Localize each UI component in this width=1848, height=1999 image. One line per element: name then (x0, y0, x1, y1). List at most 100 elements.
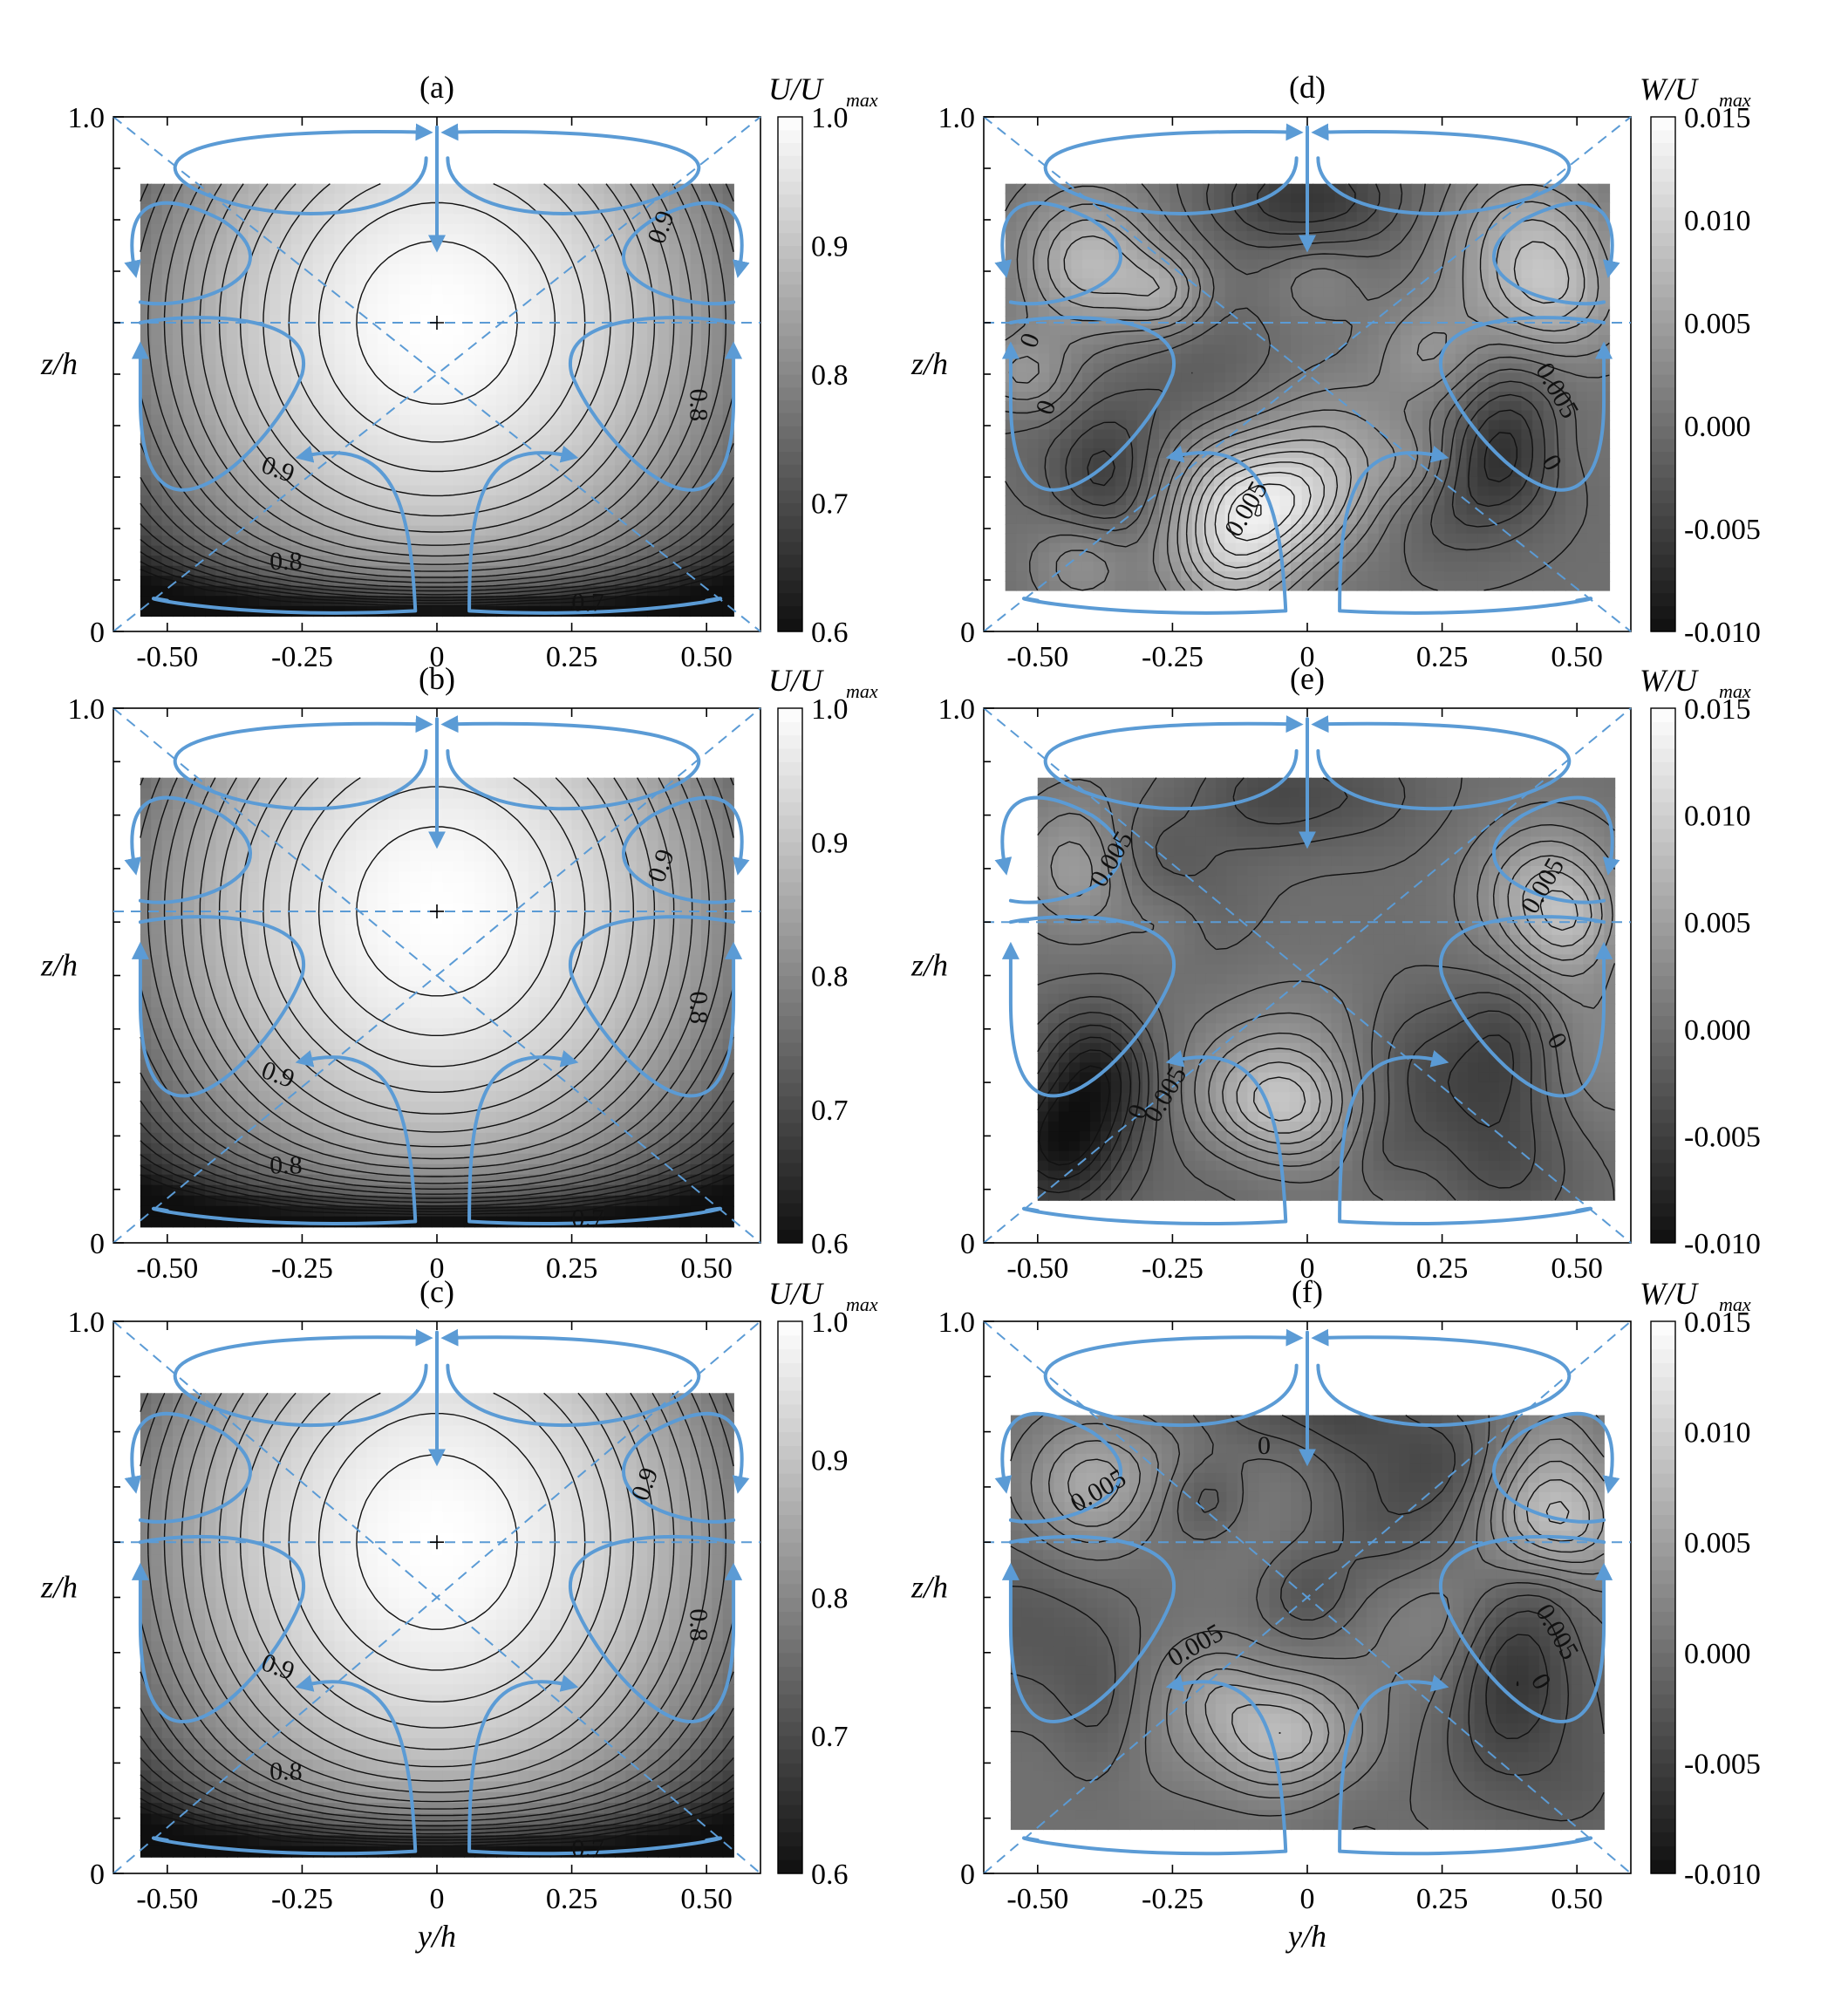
field-cell (237, 1102, 249, 1113)
field-cell (173, 1112, 184, 1123)
field-cell (561, 304, 572, 315)
field-cell (593, 997, 604, 1008)
field-cell (474, 365, 486, 375)
field-cell (183, 1217, 194, 1228)
field-cell (281, 254, 292, 264)
field-cell (269, 506, 281, 516)
field-cell (237, 788, 249, 800)
field-cell (669, 1028, 680, 1040)
field-cell (313, 435, 324, 446)
colorbar-tick-label: 1.0 (811, 693, 849, 726)
field-cell (561, 395, 572, 406)
field-cell (378, 892, 389, 904)
field-cell (540, 976, 551, 987)
field-cell (464, 872, 475, 884)
field-cell (335, 304, 346, 315)
field-cell (378, 244, 389, 255)
field-cell (453, 799, 465, 810)
field-cell (625, 945, 637, 956)
field-cell (345, 1206, 357, 1218)
field-cell (410, 324, 421, 335)
field-cell (302, 892, 313, 904)
field-cell (345, 862, 357, 873)
field-cell (420, 495, 432, 506)
field-cell (302, 375, 313, 385)
field-cell (367, 1028, 378, 1040)
field-cell (420, 526, 432, 536)
field-cell (399, 475, 411, 486)
field-cell (356, 475, 367, 486)
field-cell (259, 1007, 270, 1019)
field-cell (625, 1112, 637, 1123)
field-cell (173, 976, 184, 987)
field-cell (583, 345, 594, 355)
field-cell (313, 586, 324, 597)
field-cell (194, 435, 206, 446)
field-cell (345, 945, 357, 956)
field-cell (183, 506, 194, 516)
field-cell (388, 820, 399, 831)
field-cell (378, 495, 389, 506)
field-cell (464, 913, 475, 924)
field-cell (647, 355, 658, 365)
colorbar-step (778, 775, 802, 789)
colorbar-step (778, 284, 802, 297)
field-cell (281, 425, 292, 435)
field-cell (464, 809, 475, 821)
field-cell (474, 475, 486, 486)
field-cell (237, 903, 249, 914)
field-cell (496, 194, 508, 204)
field-cell (528, 425, 540, 435)
field-cell (540, 830, 551, 842)
field-cell (604, 395, 616, 406)
field-cell (173, 965, 184, 977)
field-cell (227, 1018, 238, 1029)
field-cell (420, 204, 432, 215)
field-cell (183, 1133, 194, 1144)
field-cell (528, 1091, 540, 1102)
field-cell (378, 324, 389, 335)
field-cell (496, 435, 508, 446)
field-cell (669, 254, 680, 264)
field-cell (324, 1039, 335, 1050)
field-cell (227, 304, 238, 315)
field-cell (572, 924, 583, 935)
field-cell (205, 345, 216, 355)
field-cell (625, 395, 637, 406)
field-cell (528, 335, 540, 345)
field-cell (302, 1007, 313, 1019)
field-cell (637, 304, 648, 315)
field-cell (249, 486, 260, 496)
field-cell (637, 1039, 648, 1050)
colorbar-step (778, 922, 802, 936)
field-cell (432, 606, 443, 617)
field-cell (420, 606, 432, 617)
field-cell (388, 304, 399, 315)
field-cell (593, 345, 604, 355)
field-cell (593, 375, 604, 385)
field-cell (701, 304, 713, 315)
field-cell (625, 495, 637, 506)
colorbar-step (778, 748, 802, 762)
field-cell (162, 986, 174, 998)
field-cell (615, 1102, 626, 1113)
field-cell (496, 304, 508, 315)
field-cell (518, 274, 529, 284)
field-cell (691, 851, 702, 863)
field-cell (291, 304, 303, 315)
field-cell (335, 913, 346, 924)
field-cell (291, 778, 303, 789)
field-cell (151, 335, 162, 345)
field-cell (356, 820, 367, 831)
field-cell (550, 365, 562, 375)
field-cell (205, 304, 216, 315)
colorbar-step (778, 788, 802, 802)
field-cell (518, 841, 529, 852)
field-cell (410, 274, 421, 284)
field-cell (701, 851, 713, 863)
field-cell (410, 214, 421, 224)
field-cell (453, 415, 465, 426)
field-cell (140, 882, 152, 893)
